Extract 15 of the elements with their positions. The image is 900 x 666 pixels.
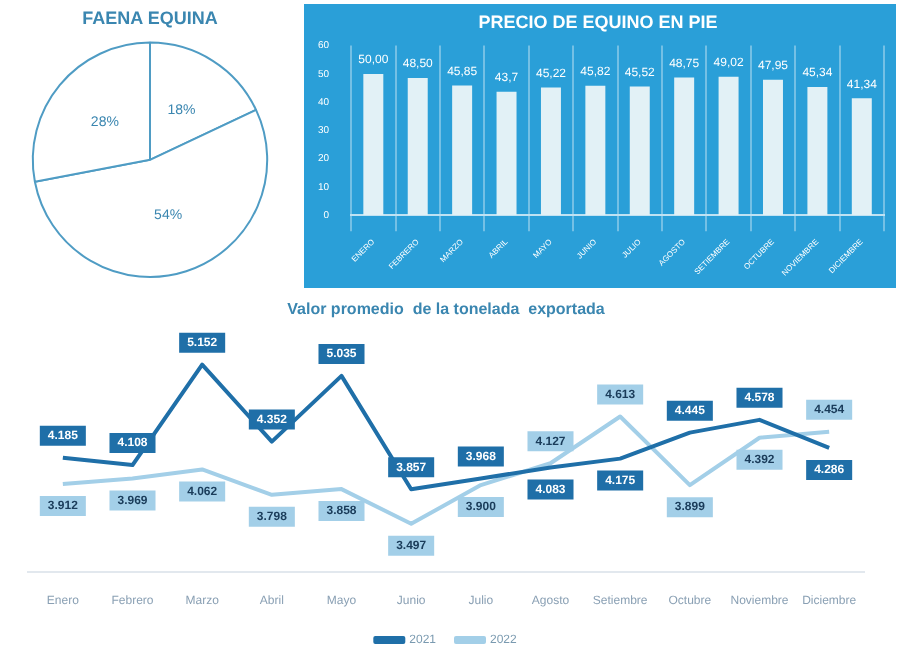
bar [496,91,517,216]
bar [585,85,606,216]
bar [452,85,473,216]
bar [674,77,695,216]
bar [540,87,561,216]
chart-title: FAENA EQUINA [82,7,219,28]
bar [363,73,384,216]
chart-title: PRECIO DE EQUINO EN PIE [478,11,718,32]
bar [762,79,783,216]
bar [629,86,650,216]
chart-title: Valor promedio de la tonelada exportada [287,300,606,319]
bar [807,87,828,216]
bar [407,78,428,216]
bar [718,76,739,216]
bar [851,98,872,216]
